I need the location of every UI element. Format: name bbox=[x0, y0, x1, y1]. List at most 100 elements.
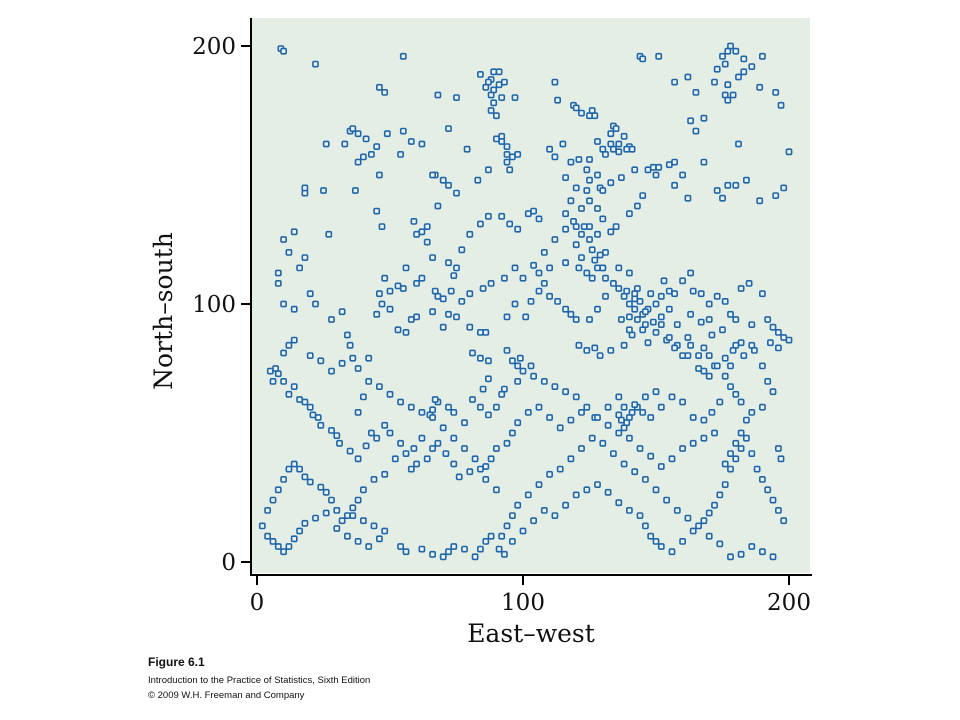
data-point bbox=[375, 535, 383, 543]
data-point bbox=[482, 475, 490, 483]
data-point bbox=[487, 91, 495, 99]
data-point bbox=[586, 316, 593, 323]
data-point bbox=[450, 460, 458, 468]
data-point bbox=[500, 550, 508, 558]
data-point bbox=[617, 316, 625, 323]
data-point bbox=[503, 439, 511, 447]
data-point bbox=[511, 94, 519, 101]
data-point bbox=[665, 334, 673, 341]
data-point bbox=[602, 292, 609, 300]
data-point bbox=[551, 236, 559, 243]
data-point bbox=[609, 279, 617, 287]
data-point bbox=[402, 450, 410, 457]
data-point bbox=[397, 398, 404, 406]
data-point bbox=[668, 455, 676, 463]
data-point bbox=[285, 390, 293, 398]
data-point bbox=[740, 55, 748, 63]
data-point bbox=[410, 218, 418, 225]
data-point bbox=[578, 445, 585, 452]
data-point bbox=[689, 414, 697, 421]
data-point bbox=[652, 537, 660, 545]
data-point bbox=[365, 543, 373, 550]
data-point bbox=[689, 527, 697, 535]
data-point bbox=[508, 429, 516, 437]
data-point bbox=[484, 357, 492, 365]
data-point bbox=[429, 308, 436, 316]
data-point bbox=[482, 537, 490, 545]
data-point bbox=[285, 249, 293, 256]
data-point bbox=[490, 68, 498, 76]
data-point bbox=[343, 532, 351, 540]
data-point bbox=[671, 290, 678, 298]
data-point bbox=[679, 352, 686, 359]
data-point bbox=[429, 254, 436, 261]
data-point bbox=[503, 151, 511, 158]
data-point bbox=[498, 94, 506, 101]
data-point bbox=[711, 429, 718, 437]
data-point bbox=[328, 496, 335, 504]
data-point bbox=[615, 499, 623, 507]
data-point bbox=[479, 385, 487, 393]
data-point bbox=[381, 89, 389, 96]
data-point bbox=[378, 223, 386, 230]
data-point bbox=[338, 308, 346, 316]
data-point bbox=[506, 220, 514, 228]
data-point bbox=[562, 501, 569, 509]
data-point bbox=[492, 135, 500, 143]
data-point bbox=[476, 220, 484, 228]
data-point bbox=[578, 254, 585, 261]
data-point bbox=[588, 434, 596, 442]
data-point bbox=[644, 339, 652, 347]
data-point bbox=[336, 439, 343, 447]
data-point bbox=[375, 383, 383, 390]
data-point bbox=[764, 316, 772, 323]
data-point bbox=[578, 109, 585, 117]
data-point bbox=[524, 408, 532, 416]
data-point bbox=[695, 352, 702, 359]
data-point bbox=[615, 429, 623, 437]
data-point bbox=[636, 445, 644, 452]
data-point bbox=[296, 264, 303, 272]
data-point bbox=[639, 192, 647, 199]
data-point bbox=[434, 202, 442, 210]
data-point bbox=[697, 318, 705, 326]
data-point bbox=[272, 365, 279, 372]
data-point bbox=[732, 316, 740, 323]
data-point bbox=[280, 377, 287, 385]
data-point bbox=[476, 71, 484, 78]
data-point bbox=[711, 78, 718, 86]
data-point bbox=[484, 212, 492, 220]
data-point bbox=[649, 163, 657, 171]
data-point bbox=[554, 96, 561, 104]
data-point bbox=[575, 264, 583, 272]
data-point bbox=[562, 174, 569, 181]
data-point bbox=[439, 424, 447, 432]
data-point bbox=[735, 140, 742, 148]
data-point bbox=[476, 545, 484, 553]
data-point bbox=[482, 328, 490, 336]
data-point bbox=[540, 377, 548, 385]
data-point bbox=[495, 545, 503, 553]
data-point bbox=[434, 292, 442, 300]
data-point bbox=[705, 372, 713, 380]
data-point bbox=[530, 372, 537, 380]
data-point bbox=[620, 341, 628, 349]
data-point bbox=[511, 300, 519, 308]
data-point bbox=[476, 354, 484, 362]
data-point bbox=[631, 468, 639, 476]
data-point bbox=[535, 403, 543, 411]
data-point bbox=[567, 158, 575, 166]
data-point bbox=[301, 519, 309, 527]
data-point bbox=[727, 362, 734, 370]
data-point bbox=[546, 470, 553, 478]
data-point bbox=[381, 421, 389, 429]
data-point bbox=[774, 506, 782, 514]
data-point bbox=[266, 367, 274, 375]
y-tick-label-100: 100 bbox=[192, 292, 236, 318]
data-point bbox=[572, 491, 580, 499]
data-point bbox=[498, 390, 506, 398]
data-point bbox=[519, 527, 527, 535]
data-point bbox=[641, 522, 649, 530]
data-point bbox=[519, 367, 527, 375]
data-point bbox=[572, 241, 580, 249]
